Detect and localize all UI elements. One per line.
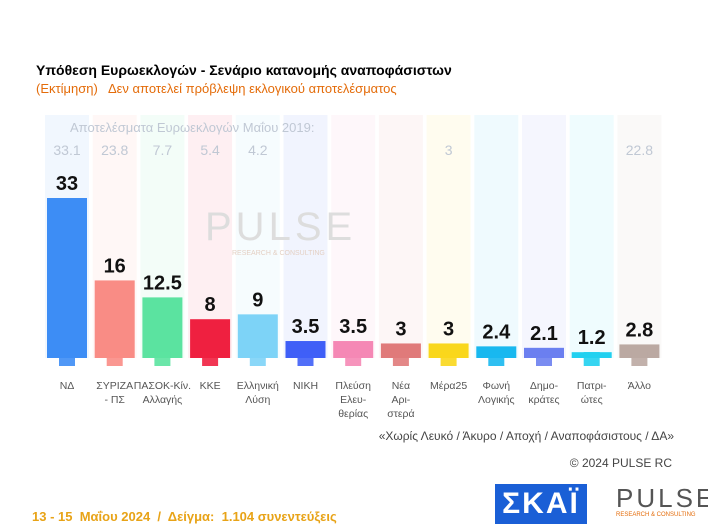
bar	[333, 341, 374, 358]
party-logo-icon	[249, 352, 266, 366]
previous-result-label: 4.2	[248, 142, 268, 158]
party-logo-icon	[154, 352, 171, 366]
bar	[619, 344, 660, 358]
party-logo-icon	[392, 352, 409, 366]
party-logo-icon	[488, 352, 505, 366]
category-label: Ελευ-	[340, 394, 367, 406]
previous-results-title: Αποτελέσματα Ευρωεκλογών Μαΐου 2019:	[70, 120, 315, 135]
previous-result-label: 5.4	[200, 142, 220, 158]
column-background	[569, 115, 614, 358]
pulse-logo-sub: RESEARCH & CONSULTING	[616, 512, 696, 518]
category-label: κράτες	[528, 394, 559, 406]
category-label: Ελληνική	[237, 380, 279, 392]
category-label: Άλλο	[628, 380, 651, 392]
pulse-watermark: PULSE	[205, 205, 357, 249]
category-label: Μέρα25	[430, 380, 467, 392]
category-label: Πατρι-	[577, 380, 607, 392]
party-logo-icon	[440, 352, 457, 366]
category-label: - ΠΣ	[104, 394, 125, 406]
pulse-logo-text: PULSE	[616, 483, 708, 513]
party-logo-icon	[202, 352, 219, 366]
value-label: 2.8	[625, 319, 653, 341]
column-background	[378, 115, 423, 358]
category-label: Φωνή	[482, 380, 510, 392]
bar	[428, 343, 469, 358]
bar	[142, 297, 183, 358]
value-label: 3	[443, 318, 454, 340]
previous-result-label: 22.8	[626, 142, 653, 158]
category-label: ΣΥΡΙΖΑ	[96, 380, 133, 392]
category-label: ΝΙΚΗ	[293, 380, 318, 392]
chart-title: Υπόθεση Ευρωεκλογών - Σενάριο κατανομής …	[36, 62, 452, 78]
skai-logo: ΣΚΑΪ	[495, 484, 587, 524]
category-label: στερά	[387, 408, 414, 420]
value-label: 12.5	[143, 272, 182, 294]
category-label: Λογικής	[478, 394, 515, 406]
party-logo-icon	[345, 352, 362, 366]
category-label: ΠΑΣΟΚ-Κίν.	[134, 380, 191, 392]
previous-result-label: 23.8	[101, 142, 128, 158]
previous-result-label: 3	[445, 142, 453, 158]
category-label: Δημο-	[530, 380, 559, 392]
party-logo-icon	[631, 352, 648, 366]
pulse-logo: PULSE RESEARCH & CONSULTING	[598, 483, 708, 524]
bar	[190, 319, 231, 358]
note: «Χωρίς Λευκό / Άκυρο / Αποχή / Αναποφάσι…	[378, 429, 674, 443]
party-logo-icon	[297, 352, 314, 366]
footer-sample-info: 13 - 15 Μαΐου 2024 / Δείγμα: 1.104 συνεν…	[32, 509, 337, 524]
value-label: 3.5	[339, 316, 367, 338]
category-label: θερίας	[338, 408, 368, 420]
category-label: Αρι-	[391, 394, 410, 406]
column-background	[331, 115, 376, 358]
column-background	[617, 115, 662, 358]
value-label: 3	[395, 318, 406, 340]
category-label: Πλεύση	[335, 380, 371, 392]
party-logo-icon	[536, 352, 552, 366]
bar	[380, 343, 421, 358]
bar	[94, 280, 135, 358]
bar	[237, 314, 278, 358]
category-label: ώτες	[581, 394, 603, 406]
value-label: 8	[205, 294, 216, 316]
category-label: Λύση	[245, 394, 270, 406]
category-label: Νέα	[392, 380, 410, 392]
column-background	[188, 115, 233, 358]
bar	[47, 198, 87, 358]
value-label: 9	[252, 289, 263, 311]
category-label: ΚΚΕ	[200, 380, 221, 392]
value-label: 2.4	[482, 321, 511, 343]
pulse-watermark-sub: RESEARCH & CONSULTING	[232, 250, 325, 257]
party-logo-icon	[59, 352, 75, 366]
column-background	[426, 115, 471, 358]
chart-subtitle: (Εκτίμηση) Δεν αποτελεί πρόβλεψη εκλογικ…	[36, 81, 397, 96]
column-background	[474, 115, 519, 358]
value-label: 33	[56, 173, 78, 195]
previous-result-label: 7.7	[153, 142, 173, 158]
column-background	[522, 115, 566, 358]
party-logo-icon	[583, 352, 600, 366]
category-label: Αλλαγής	[143, 394, 183, 406]
value-label: 2.1	[530, 323, 558, 345]
category-label: ΝΔ	[60, 380, 75, 392]
value-label: 3.5	[292, 316, 320, 338]
party-logo-icon	[106, 352, 123, 366]
value-label: 1.2	[578, 327, 606, 349]
value-label: 16	[104, 255, 126, 277]
bar	[285, 341, 326, 358]
copyright: © 2024 PULSE RC	[569, 456, 672, 470]
column-background	[283, 115, 328, 358]
previous-result-label: 33.1	[53, 142, 80, 158]
